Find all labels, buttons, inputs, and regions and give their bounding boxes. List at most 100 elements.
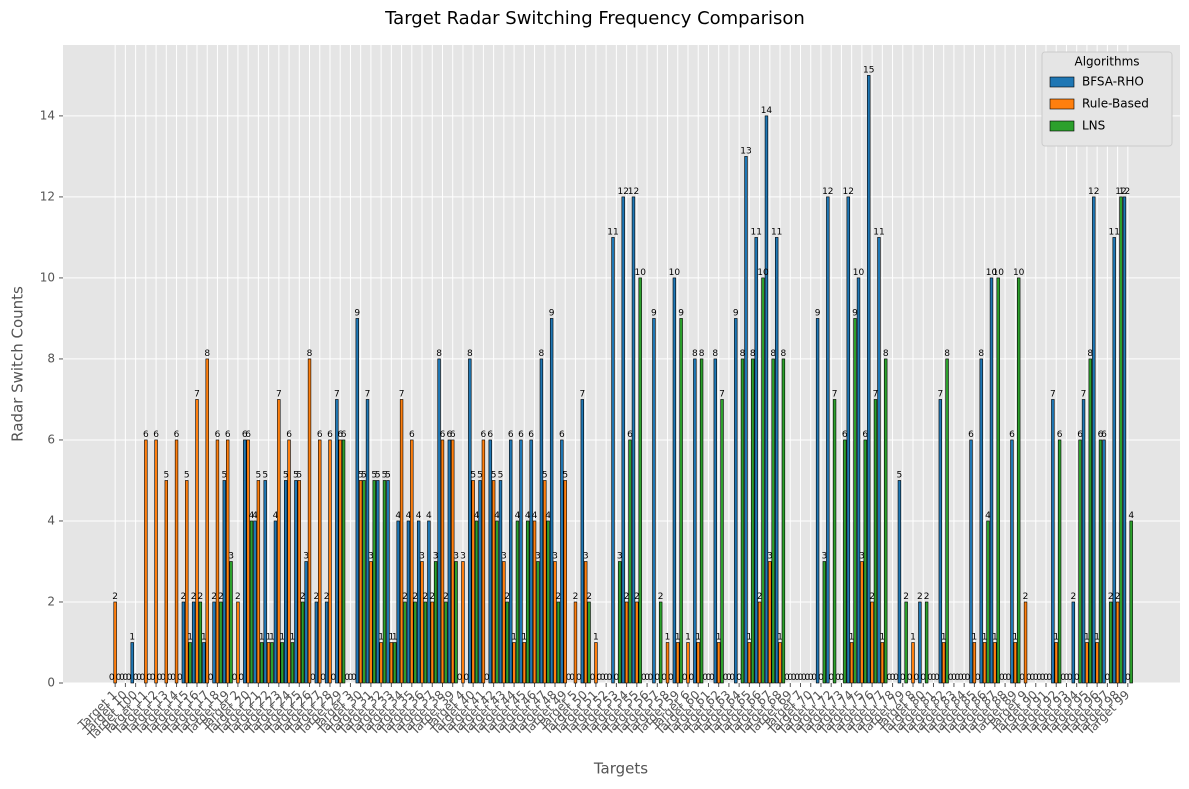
bar (924, 601, 929, 684)
bar (624, 601, 629, 684)
data-label: 6 (842, 430, 848, 440)
data-label: 0 (709, 673, 715, 683)
bar (1081, 399, 1086, 684)
bar (495, 520, 499, 684)
data-label: 7 (276, 389, 282, 399)
data-label: 3 (583, 551, 589, 561)
data-label: 2 (757, 592, 763, 602)
bar (679, 318, 683, 684)
bar (652, 318, 656, 684)
data-label: 6 (450, 430, 456, 440)
data-label: 0 (576, 673, 582, 683)
data-label: 0 (109, 673, 115, 683)
bar (979, 358, 983, 684)
bar (556, 601, 561, 684)
bar (744, 156, 748, 684)
data-label: 7 (1081, 389, 1087, 399)
data-label: 8 (307, 349, 313, 359)
data-label: 10 (1013, 268, 1025, 278)
data-label: 0 (238, 673, 244, 683)
bar (754, 237, 758, 684)
data-label: 0 (590, 673, 596, 683)
bar (181, 601, 186, 684)
data-label: 0 (1064, 673, 1070, 683)
data-label: 2 (112, 592, 118, 602)
bar (287, 439, 291, 684)
data-label: 1 (777, 632, 783, 642)
data-label: 0 (136, 673, 142, 683)
data-label: 11 (607, 227, 618, 237)
data-label: 5 (361, 470, 367, 480)
bar (519, 439, 523, 684)
data-label: 6 (245, 430, 251, 440)
data-label: 6 (440, 430, 446, 440)
data-label: 5 (897, 470, 903, 480)
data-label: 1 (269, 632, 275, 642)
data-label: 3 (535, 551, 541, 561)
data-label: 5 (385, 470, 391, 480)
data-label: 9 (678, 308, 684, 318)
data-label: 11 (750, 227, 761, 237)
bar (403, 601, 407, 684)
data-label: 1 (388, 632, 394, 642)
data-label: 1 (716, 632, 722, 642)
bar (638, 277, 642, 684)
data-label: 2 (218, 592, 224, 602)
bar (451, 439, 455, 684)
data-label: 9 (733, 308, 739, 318)
data-label: 0 (232, 673, 238, 683)
bar (720, 399, 724, 684)
bar (986, 520, 990, 684)
bar (904, 601, 908, 684)
bar (1085, 642, 1089, 684)
data-label: 8 (467, 349, 473, 359)
data-label: 7 (365, 389, 371, 399)
data-label: 0 (569, 673, 575, 683)
data-label: 0 (927, 673, 933, 683)
data-label: 6 (409, 430, 415, 440)
bar (549, 318, 554, 684)
bar (870, 601, 874, 684)
bar (502, 561, 506, 684)
data-label: 5 (358, 470, 364, 480)
data-label: 1 (129, 632, 135, 642)
data-label: 0 (177, 673, 183, 683)
bar (751, 358, 755, 684)
bar (212, 601, 216, 684)
data-label: 6 (341, 430, 347, 440)
bar (716, 642, 721, 684)
bar (526, 520, 530, 684)
data-label: 2 (1115, 592, 1121, 602)
data-label: 4 (426, 511, 432, 521)
bar (328, 439, 332, 684)
data-label: 0 (954, 673, 960, 683)
data-label: 0 (457, 673, 463, 683)
bar (635, 601, 639, 684)
bar (164, 480, 168, 684)
data-label: 8 (1087, 349, 1093, 359)
bar (195, 399, 199, 684)
data-label: 0 (828, 673, 834, 683)
bar (696, 642, 700, 684)
data-label: 0 (791, 673, 797, 683)
data-label: 10 (669, 268, 681, 278)
bar (266, 642, 271, 684)
bar (911, 642, 915, 684)
data-label: 0 (167, 673, 173, 683)
data-label: 10 (853, 268, 865, 278)
bar (338, 439, 342, 684)
data-label: 0 (907, 673, 913, 683)
bar (406, 520, 411, 684)
data-label: 1 (910, 632, 916, 642)
data-label: 3 (617, 551, 623, 561)
bar (358, 480, 363, 684)
data-label: 12 (618, 187, 629, 197)
data-label: 0 (614, 673, 620, 683)
data-label: 0 (1067, 673, 1073, 683)
bar (856, 277, 861, 684)
data-label: 3 (419, 551, 425, 561)
bar (843, 439, 847, 684)
y-tick-label: 6 (47, 432, 55, 446)
data-label: 0 (1040, 673, 1046, 683)
